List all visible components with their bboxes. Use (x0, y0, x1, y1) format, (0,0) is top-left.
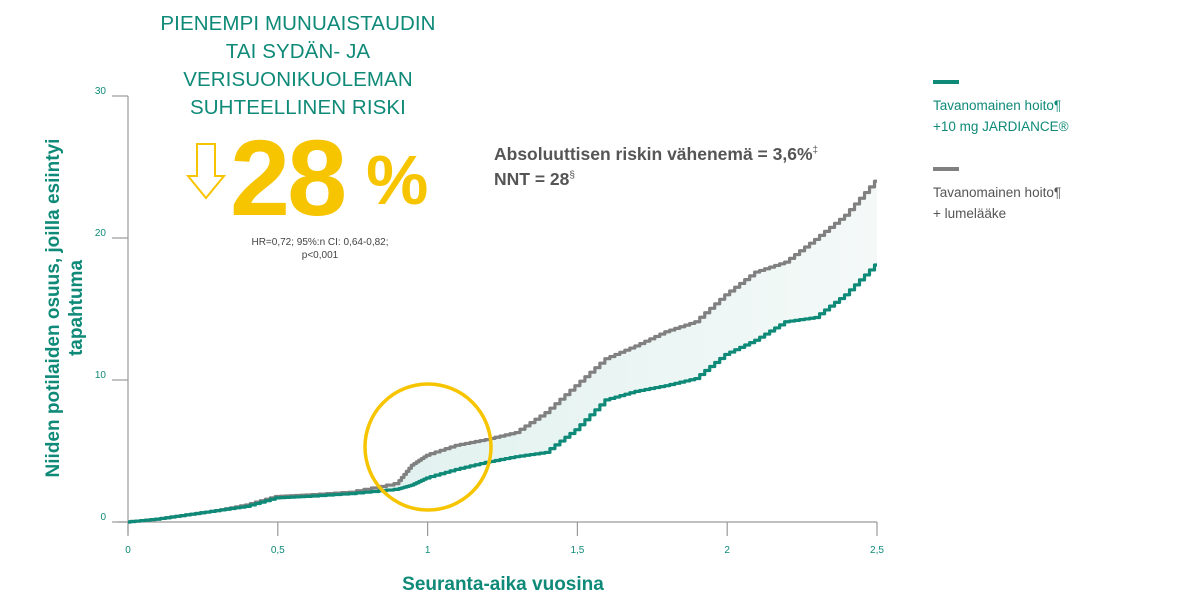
p-value-line: p<0,001 (301, 250, 339, 261)
arr-line: Absoluuttisen riskin vähenemä = 3,6% (494, 143, 813, 164)
legend-swatch-gray (933, 167, 959, 171)
hazard-ratio-stats: HR=0,72; 95%:n CI: 0,64-0,82; p<0,001 (230, 236, 410, 262)
legend-label: Tavanomainen hoito¶ (933, 98, 1062, 113)
x-tick-label: 0 (125, 545, 131, 556)
headline-line: TAI SYDÄN- JA (225, 40, 371, 63)
headline-line: PIENEMPI MUNUAISTAUDIN (160, 12, 436, 35)
series-lines (128, 179, 877, 524)
relative-risk: 28 % (186, 117, 429, 238)
x-tick-label: 2,5 (870, 545, 884, 556)
series-jardiance (128, 263, 877, 524)
x-tick-label: 1,5 (570, 545, 584, 556)
arr-footnote: ‡ (812, 145, 819, 156)
headline-line: VERISUONIKUOLEMAN (183, 68, 413, 91)
legend-swatch-teal (933, 80, 959, 84)
legend-item-jardiance: Tavanomainen hoito¶ +10 mg JARDIANCE® (933, 80, 1153, 137)
headline: PIENEMPI MUNUAISTAUDIN TAI SYDÄN- JA VER… (148, 10, 448, 122)
absolute-risk-box: Absoluuttisen riskin vähenemä = 3,6%‡ NN… (494, 140, 818, 190)
x-axis-title: Seuranta-aika vuosina (402, 574, 604, 595)
risk-difference-band (128, 181, 877, 522)
down-arrow-icon (186, 143, 226, 200)
legend-label: Tavanomainen hoito¶ (933, 185, 1062, 200)
axes: 0 10 20 30 0 0,5 1 1,5 2 2,5 (95, 86, 885, 556)
y-tick-label: 10 (95, 370, 107, 381)
highlight-circle (363, 382, 493, 512)
nnt-line: NNT = 28 (494, 168, 570, 189)
series-placebo (128, 179, 877, 524)
x-tick-label: 2 (724, 545, 730, 556)
legend-item-placebo: Tavanomainen hoito¶ + lumelääke (933, 167, 1153, 224)
nnt-footnote: § (569, 169, 575, 181)
legend: Tavanomainen hoito¶ +10 mg JARDIANCE® Ta… (933, 80, 1153, 254)
y-tick-label: 30 (95, 86, 107, 97)
hr-line: HR=0,72; 95%:n CI: 0,64-0,82; (251, 237, 389, 248)
y-tick-label: 20 (95, 228, 107, 239)
x-tick-label: 0,5 (271, 545, 285, 556)
headline-line: SUHTEELLINEN RISKI (190, 96, 406, 119)
x-tick-label: 1 (425, 545, 431, 556)
legend-label: +10 mg JARDIANCE® (933, 119, 1069, 134)
relative-risk-value: 28 (230, 117, 347, 238)
relative-risk-unit: % (366, 141, 429, 219)
y-tick-label: 0 (100, 512, 106, 523)
legend-label: + lumelääke (933, 206, 1007, 221)
